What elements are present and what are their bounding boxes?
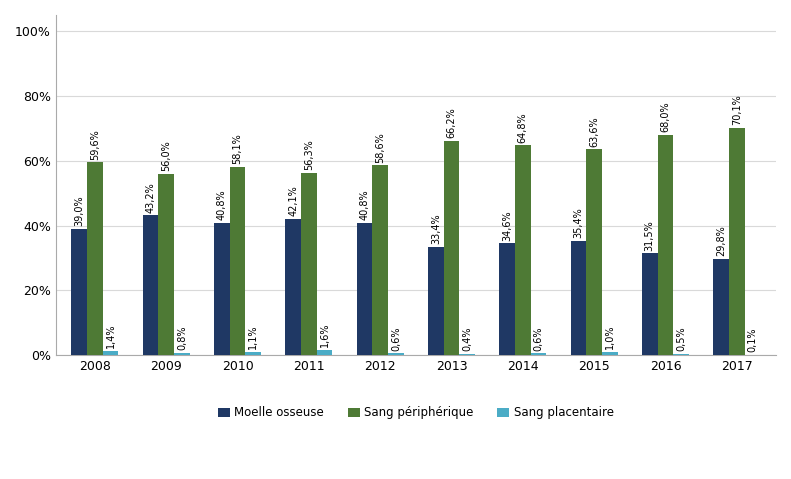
Text: 1,1%: 1,1% [248, 325, 259, 349]
Bar [586, 149, 602, 355]
Bar [174, 353, 190, 355]
Bar [214, 223, 229, 355]
Bar [499, 243, 515, 355]
Bar [642, 253, 657, 355]
Text: 39,0%: 39,0% [74, 195, 85, 226]
Bar [570, 240, 586, 355]
Bar [316, 350, 332, 355]
Text: 43,2%: 43,2% [146, 182, 156, 213]
Bar [245, 352, 261, 355]
Text: 68,0%: 68,0% [660, 102, 671, 132]
Text: 56,0%: 56,0% [161, 140, 172, 171]
Text: 1,0%: 1,0% [605, 325, 615, 349]
Text: 64,8%: 64,8% [518, 112, 528, 143]
Bar [657, 135, 673, 355]
Text: 56,3%: 56,3% [304, 139, 314, 170]
Text: 35,4%: 35,4% [573, 207, 584, 238]
Bar [301, 173, 316, 355]
Bar [71, 229, 87, 355]
Bar [713, 259, 729, 355]
Text: 0,5%: 0,5% [676, 326, 686, 351]
Text: 1,4%: 1,4% [106, 324, 115, 348]
Bar [444, 141, 460, 355]
Text: 31,5%: 31,5% [645, 220, 655, 251]
Text: 42,1%: 42,1% [288, 185, 298, 216]
Text: 34,6%: 34,6% [502, 210, 512, 240]
Text: 40,8%: 40,8% [217, 190, 227, 220]
Bar [373, 165, 388, 355]
Text: 58,6%: 58,6% [375, 132, 385, 163]
Bar [602, 352, 618, 355]
Text: 58,1%: 58,1% [233, 134, 243, 164]
Bar [515, 145, 531, 355]
Text: 66,2%: 66,2% [447, 107, 456, 138]
Bar [103, 351, 119, 355]
Text: 0,1%: 0,1% [747, 328, 758, 353]
Legend: Moelle osseuse, Sang périphérique, Sang placentaire: Moelle osseuse, Sang périphérique, Sang … [214, 402, 619, 424]
Bar [460, 354, 475, 355]
Bar [357, 223, 373, 355]
Bar [729, 128, 744, 355]
Bar [428, 247, 444, 355]
Text: 0,6%: 0,6% [391, 326, 401, 351]
Bar [388, 354, 403, 355]
Text: 0,6%: 0,6% [533, 326, 543, 351]
Bar [142, 215, 158, 355]
Bar [229, 167, 245, 355]
Text: 0,4%: 0,4% [462, 327, 472, 351]
Bar [673, 354, 689, 355]
Bar [286, 219, 301, 355]
Text: 40,8%: 40,8% [360, 190, 369, 220]
Text: 1,6%: 1,6% [320, 323, 330, 347]
Text: 0,8%: 0,8% [177, 326, 187, 350]
Text: 63,6%: 63,6% [589, 116, 599, 147]
Text: 70,1%: 70,1% [732, 95, 742, 125]
Bar [158, 174, 174, 355]
Text: 59,6%: 59,6% [90, 129, 100, 160]
Bar [87, 162, 103, 355]
Text: 33,4%: 33,4% [431, 214, 441, 244]
Text: 29,8%: 29,8% [716, 225, 726, 256]
Bar [531, 354, 547, 355]
